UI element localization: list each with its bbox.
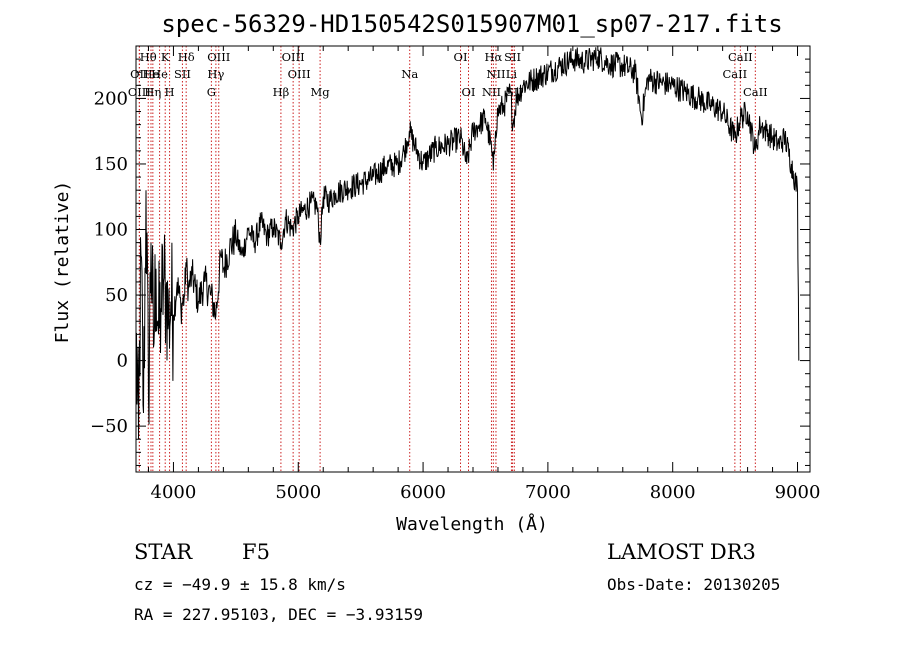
spectral-line-label: SII [174,67,191,81]
spectral-line-label: Hα [484,50,502,64]
spectral-line-label: Hη [144,85,161,99]
spectral-line-label: K [161,50,170,64]
x-tick-label: 6000 [400,482,446,503]
y-tick-label: 100 [94,220,128,241]
x-tick-label: 9000 [775,482,821,503]
series-layer [135,47,800,440]
y-tick-label: 150 [94,154,128,175]
x-tick-label: 7000 [525,482,571,503]
spectral-line-label: CaII [722,67,747,81]
spectral-line-label: OIII [282,50,305,64]
spectral-line-label: NII [482,85,501,99]
spectral-line-label: Hθ [140,50,157,64]
spectral-line-label: Hδ [178,50,195,64]
y-axis-label: Flux (relative) [52,181,73,344]
spectral-line-label: CaII [743,85,768,99]
series-flux-line [135,47,800,440]
spectral-line-markers [138,46,756,472]
spectral-line-label: OI [454,50,468,64]
spectral-line-label: Hβ [273,85,290,99]
spectral-line-label: SII [506,85,523,99]
spectral-line-label: Li [506,67,518,81]
x-tick-label: 5000 [275,482,321,503]
x-axis-label: Wavelength (Å) [396,513,548,535]
plot-frame [135,45,811,473]
spectral-line-label: Hγ [207,67,224,81]
spectral-line-label: SII [504,50,521,64]
axis-ticks: 4000 5000 6000 7000 8000 9000 −50 0 50 100 150 200 [90,46,820,503]
spectral-line-label: Mg [311,85,331,99]
spectral-line-label: Na [401,67,418,81]
spectral-line-label: He [143,67,160,81]
y-tick-label: 200 [94,88,128,109]
y-tick-label: 50 [105,285,128,306]
coordinates-text: RA = 227.95103, DEC = −3.93159 [134,605,423,624]
spectral-line-label: OII [130,67,149,81]
spectral-line-label: He [151,67,168,81]
survey-name: LAMOST DR3 [607,540,756,564]
spectral-line-label: G [207,85,216,99]
spectral-line-label: NII [486,67,505,81]
x-tick-label: 8000 [650,482,696,503]
spectral-line-label: CaII [728,50,753,64]
spectral-line-label: OIII [128,85,151,99]
object-subclass: F5 [242,540,270,564]
spectral-line-label: OIII [207,50,230,64]
object-class: STAR [134,540,193,564]
x-tick-label: 4000 [151,482,197,503]
chart-title: spec-56329-HD150542S015907M01_sp07-217.f… [161,10,782,38]
obs-date: Obs-Date: 20130205 [607,575,781,594]
spectral-line-label: H [165,85,175,99]
y-tick-label: −50 [90,416,128,437]
spectral-line-label: OI [462,85,476,99]
redshift-text: cz = −49.9 ± 15.8 km/s [134,575,346,594]
spectral-line-label: OIII [288,67,311,81]
y-tick-label: 0 [117,351,128,372]
